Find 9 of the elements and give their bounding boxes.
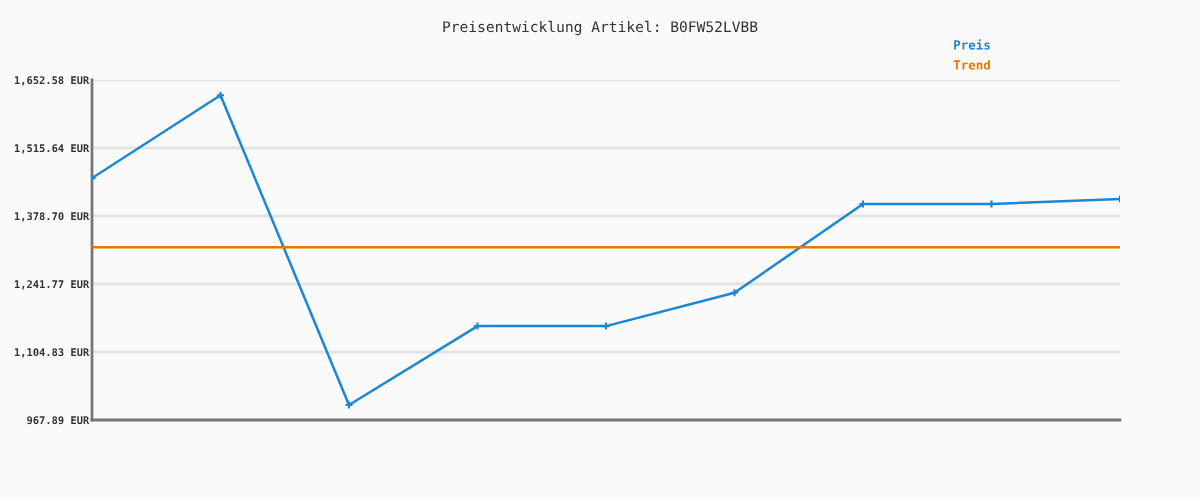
text: Trend (953, 59, 990, 70)
y-tick-label: 1,652.58 EUR (14, 76, 90, 86)
y-tick-label: 1,378.70 EUR (14, 212, 90, 222)
y-tick-label: 1,241.77 EUR (14, 280, 90, 290)
text: Preis (954, 39, 990, 50)
y-tick-label: 1,515.64 EUR (14, 144, 90, 154)
chart-title: Preisentwicklung Artikel: B0FW52LVBB (443, 20, 758, 36)
y-tick-label: 967.89 EUR (27, 416, 90, 425)
y-tick-label: 1,104.83 EUR (14, 348, 90, 358)
